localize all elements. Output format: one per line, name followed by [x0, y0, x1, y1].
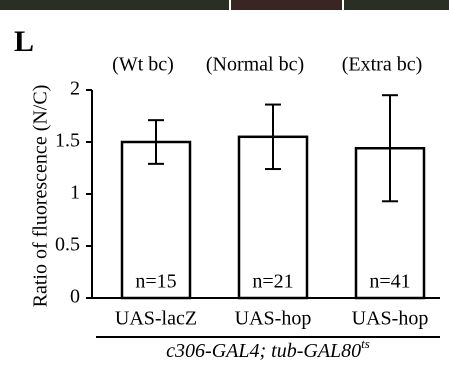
genotype-text: c306-GAL4; tub-GAL80: [166, 340, 361, 362]
genotype-superscript: ts: [361, 336, 370, 351]
genotype: c306-GAL4; tub-GAL80ts: [166, 336, 370, 362]
y-tick-label: 2: [70, 78, 80, 100]
x-tick-label: UAS-hop: [235, 308, 312, 330]
y-tick-label: 0.5: [55, 234, 80, 256]
chart: L Ratio of fluorescence (N/C) c306-GAL4;…: [0, 0, 449, 371]
n-label: n=41: [369, 271, 410, 293]
n-label: n=15: [135, 271, 176, 293]
group-label: (Extra bc): [342, 54, 423, 76]
y-tick-label: 0: [70, 286, 80, 308]
image-strip: [232, 0, 342, 10]
y-axis-label: Ratio of fluorescence (N/C): [30, 85, 52, 308]
group-label: (Normal bc): [206, 54, 304, 76]
y-tick-label: 1.5: [55, 130, 80, 152]
y-tick-label: 1: [70, 182, 80, 204]
image-strip: [0, 0, 449, 10]
group-label: (Wt bc): [112, 54, 174, 76]
panel-label: L: [14, 25, 34, 58]
x-tick-label: UAS-hop: [352, 308, 429, 330]
n-label: n=21: [252, 271, 293, 293]
x-tick-label: UAS-lacZ: [115, 308, 197, 330]
